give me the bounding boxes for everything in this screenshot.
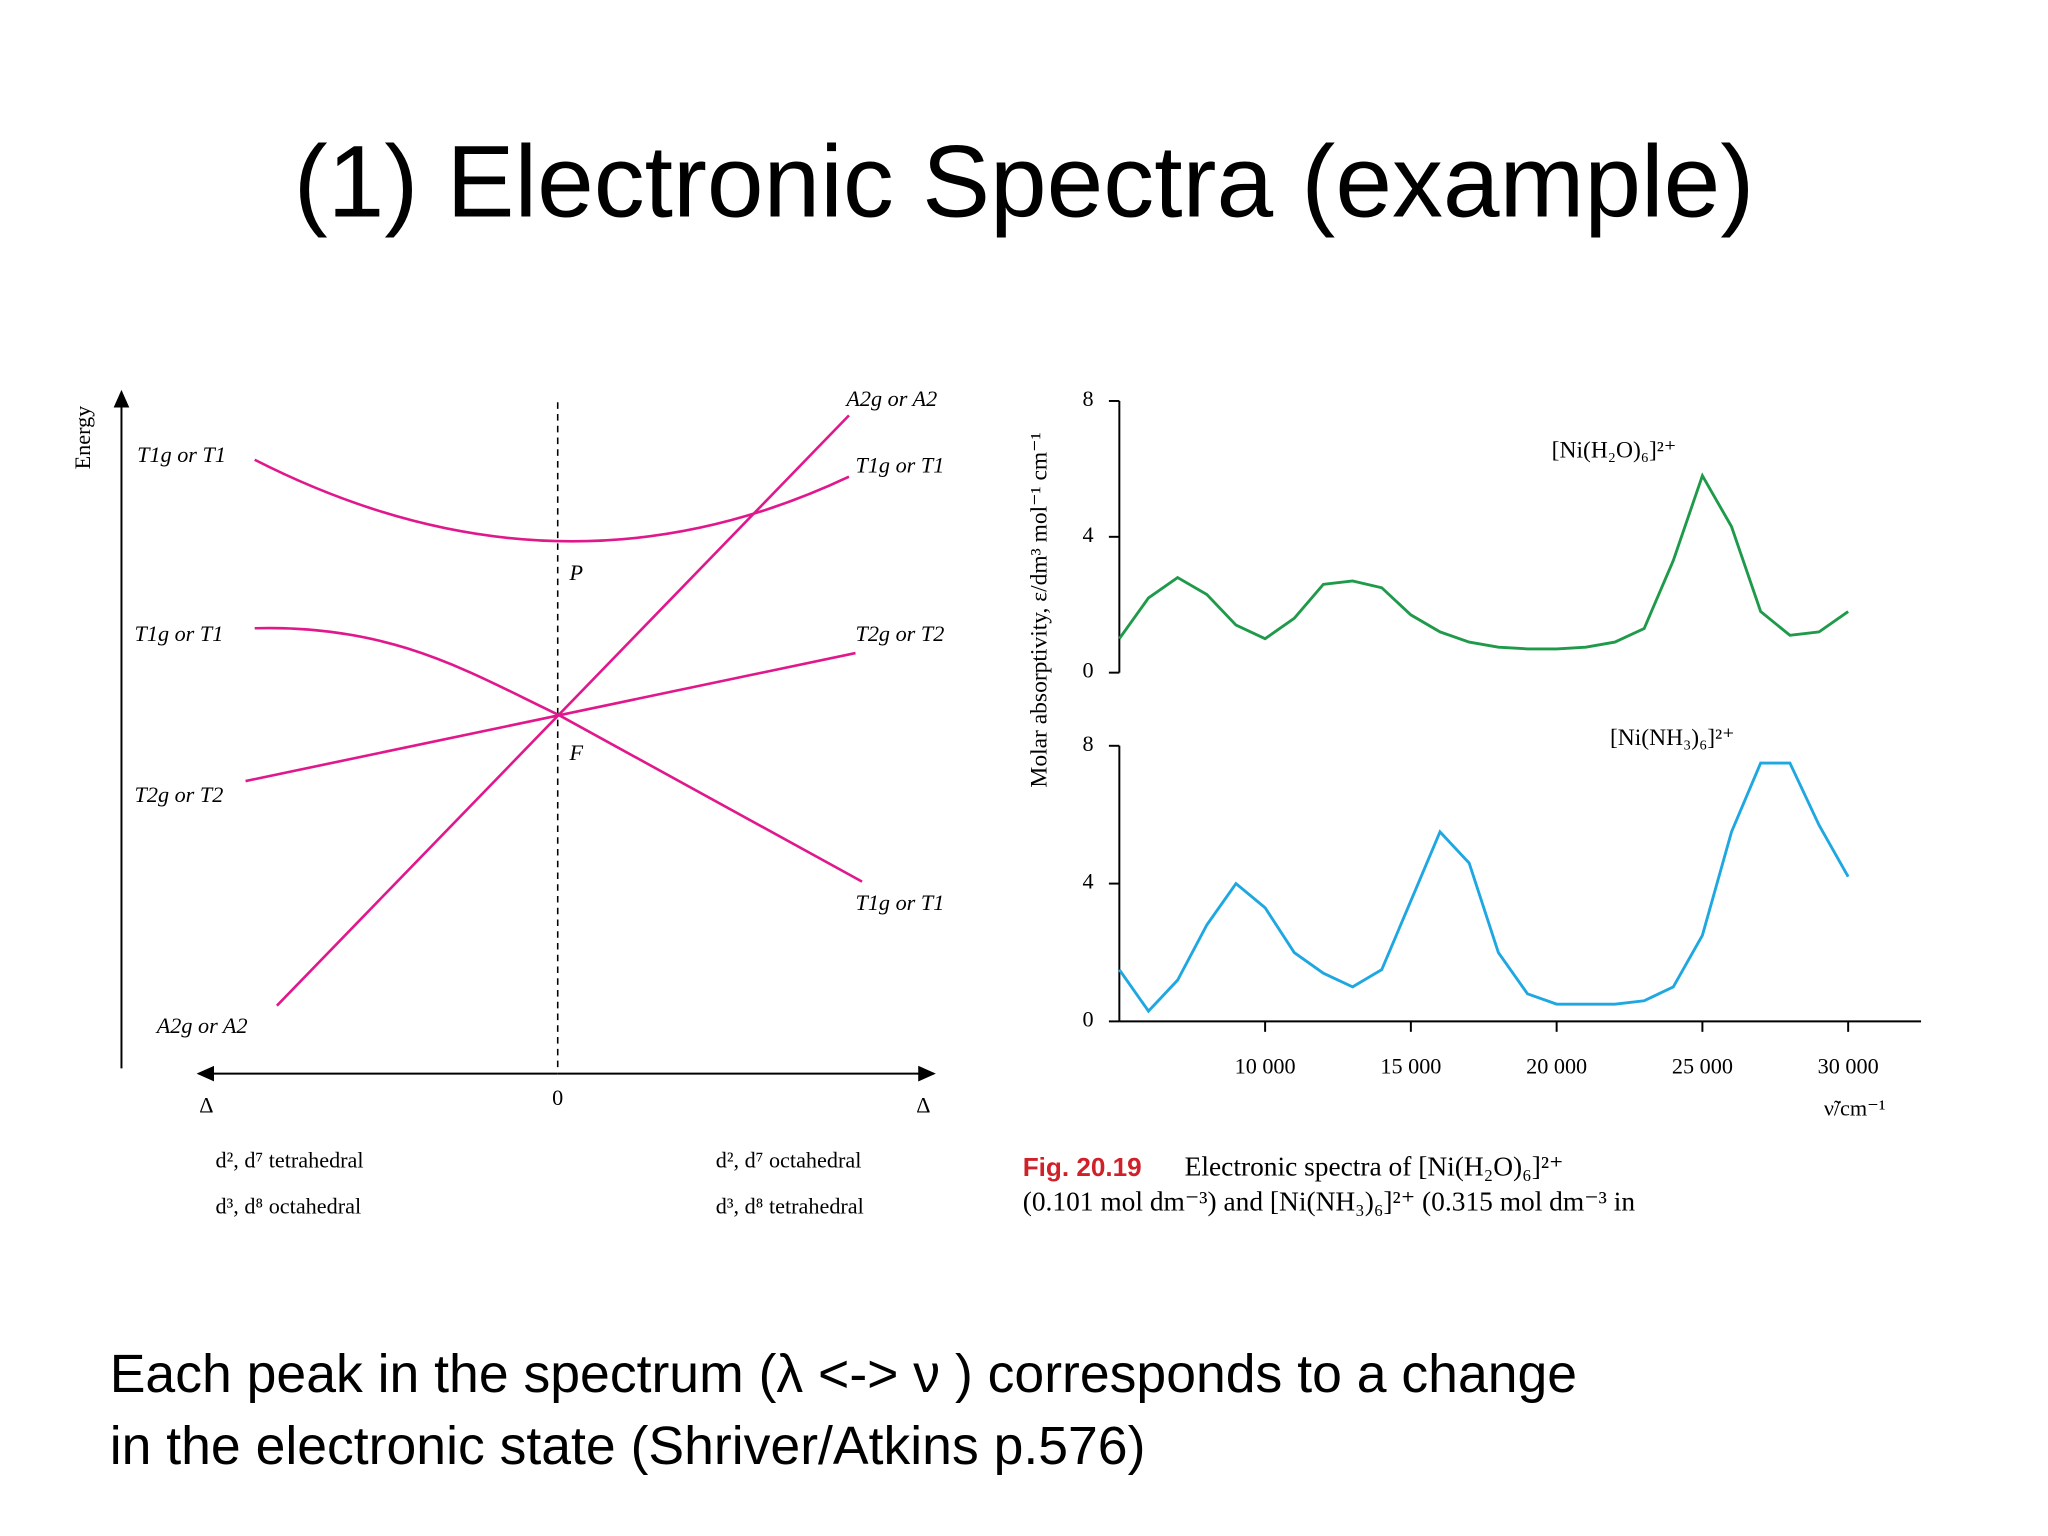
term-label: F <box>568 740 583 765</box>
case-label: d³, d⁸ tetrahedral <box>716 1193 864 1218</box>
state-label: T1g or T1 <box>856 890 945 915</box>
x-tick-label: 25 000 <box>1672 1054 1733 1079</box>
series-label: [Ni(H₂O)₆]²⁺ <box>1552 438 1677 464</box>
x-tick-label: 10 000 <box>1235 1054 1296 1079</box>
caption: Fig. 20.19 Electronic spectra of [Ni(H₂O… <box>1023 1151 1636 1216</box>
y-tick-label: 4 <box>1082 522 1093 547</box>
state-label: A2g or A2 <box>844 386 937 411</box>
caption-text: Electronic spectra of [Ni(H₂O)₆]²⁺ <box>1185 1151 1564 1181</box>
caption-label: Fig. 20.19 <box>1023 1152 1142 1182</box>
level-curve <box>254 626 863 883</box>
y-tick-label: 4 <box>1082 869 1093 894</box>
case-label: d³, d⁸ octahedral <box>216 1193 362 1218</box>
y-tick-label: 8 <box>1082 731 1093 756</box>
case-label: d², d⁷ octahedral <box>716 1148 862 1173</box>
axis-label: Δ <box>916 1093 930 1118</box>
x-tick-label: 20 000 <box>1526 1054 1587 1079</box>
state-label: T1g or T1 <box>135 621 224 646</box>
level-line <box>245 651 856 783</box>
level-curve <box>254 458 850 543</box>
x-tick-label: 30 000 <box>1818 1054 1879 1079</box>
axis-label: Energy <box>70 406 95 470</box>
y-axis-label: Molar absorptivity, ε/dm³ mol⁻¹ cm⁻¹ <box>1026 432 1052 787</box>
state-label: T2g or T2 <box>135 782 224 807</box>
level-line <box>275 414 850 1007</box>
body-text: Each peak in the spectrum (λ <-> ν ) cor… <box>110 1345 1577 1404</box>
term-label: P <box>568 560 583 585</box>
caption-text: (0.101 mol dm⁻³) and [Ni(NH₃)₆]²⁺ (0.315… <box>1023 1187 1636 1217</box>
slide-title: (1) Electronic Spectra (example) <box>294 124 1755 238</box>
case-label: d², d⁷ tetrahedral <box>216 1148 364 1173</box>
y-tick-label: 0 <box>1082 1006 1093 1031</box>
state-label: T1g or T1 <box>137 442 226 467</box>
axis-label: Δ <box>199 1093 213 1118</box>
y-tick-label: 0 <box>1082 658 1093 683</box>
spectrum-line <box>1118 472 1849 651</box>
state-label: T1g or T1 <box>856 453 945 478</box>
axis-label: 0 <box>552 1085 563 1110</box>
state-label: A2g or A2 <box>155 1013 248 1038</box>
x-axis-label: ν̃/cm⁻¹ <box>1824 1095 1886 1120</box>
series-label: [Ni(NH₃)₆]²⁺ <box>1610 725 1735 751</box>
spectrum-line <box>1118 761 1850 1014</box>
y-tick-label: 8 <box>1082 386 1093 411</box>
state-label: T2g or T2 <box>856 621 945 646</box>
x-tick-label: 15 000 <box>1380 1054 1441 1079</box>
orgel-diagram: Energy T1g or T1 T1g or T1 T2g or T2 A2g… <box>70 386 944 1218</box>
body-text: in the electronic state (Shriver/Atkins … <box>110 1417 1146 1476</box>
